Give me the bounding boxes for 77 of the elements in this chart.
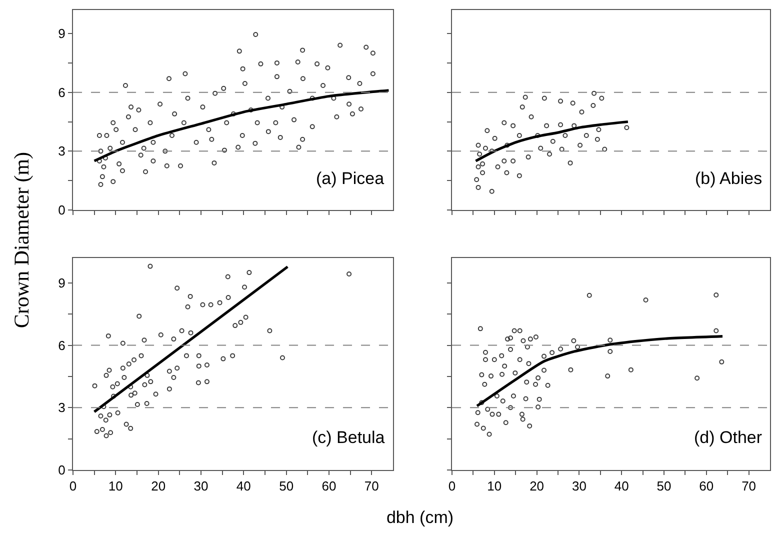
point: [562, 132, 568, 138]
point: [516, 132, 522, 138]
y-tick-label: 6: [58, 338, 66, 353]
point: [526, 154, 531, 160]
point: [558, 98, 564, 104]
point: [484, 128, 490, 134]
point: [570, 100, 576, 106]
point: [520, 104, 525, 110]
point: [474, 177, 480, 182]
x-tick-label: 40: [236, 478, 251, 494]
point: [584, 132, 589, 138]
point: [579, 109, 584, 114]
point: [592, 90, 597, 96]
x-tick-label: 10: [108, 478, 123, 494]
x-tick-label: 40: [614, 478, 629, 494]
point: [483, 146, 488, 151]
point: [572, 123, 577, 128]
x-tick-label: 10: [487, 478, 502, 494]
point: [476, 164, 481, 170]
x-tick-label: 30: [194, 478, 208, 494]
y-tick-label: 6: [58, 84, 66, 100]
x-tick-label: 20: [530, 478, 544, 494]
point: [544, 123, 550, 128]
point: [476, 142, 481, 148]
x-tick-label: 60: [322, 478, 336, 494]
point: [547, 152, 552, 157]
y-tick-label: 3: [58, 144, 66, 159]
point: [510, 123, 516, 128]
point: [502, 158, 507, 164]
y-axis-title: Crown Diameter (m): [10, 152, 34, 328]
point: [504, 142, 510, 148]
point: [480, 170, 486, 176]
point: [602, 146, 608, 152]
annotation: (d) Other: [694, 428, 762, 447]
x-tick-label: 50: [279, 478, 294, 494]
y-tick-label: 0: [58, 202, 66, 218]
line-series: [93, 89, 390, 162]
x-tick-label: 20: [151, 478, 166, 494]
point: [538, 146, 544, 151]
annotation: (c) Betula: [312, 428, 386, 447]
point: [492, 136, 498, 141]
point: [480, 161, 486, 166]
point: [522, 94, 528, 100]
point: [559, 146, 564, 152]
x-tick-label: 0: [448, 478, 456, 494]
x-tick-label: 70: [742, 478, 756, 494]
point: [528, 114, 534, 120]
annotation: (b) Abies: [695, 169, 762, 188]
point: [558, 122, 564, 128]
y-tick-label: 0: [58, 462, 66, 478]
annotation: (a) Picea: [316, 169, 385, 188]
y-tick-label: 3: [58, 400, 66, 416]
x-tick-label: 0: [69, 478, 77, 494]
point: [542, 96, 547, 101]
point: [477, 152, 482, 157]
point: [550, 138, 556, 144]
point: [489, 188, 494, 194]
point: [495, 164, 500, 170]
y-tick-label: 9: [58, 26, 66, 42]
point: [502, 120, 507, 126]
point: [476, 184, 481, 190]
x-tick-label: 30: [572, 478, 586, 494]
point: [504, 170, 510, 176]
point: [590, 102, 596, 108]
point: [599, 96, 604, 101]
point: [624, 125, 630, 130]
point: [568, 160, 573, 166]
point: [594, 136, 600, 142]
y-tick-label: 9: [58, 275, 66, 290]
x-tick-label: 50: [656, 478, 672, 494]
point: [578, 142, 583, 148]
point: [516, 173, 522, 178]
point: [510, 158, 516, 164]
x-tick-label: 60: [699, 478, 714, 494]
x-axis-title: dbh (cm): [386, 508, 454, 528]
x-tick-label: 70: [364, 478, 379, 494]
point: [596, 127, 602, 132]
